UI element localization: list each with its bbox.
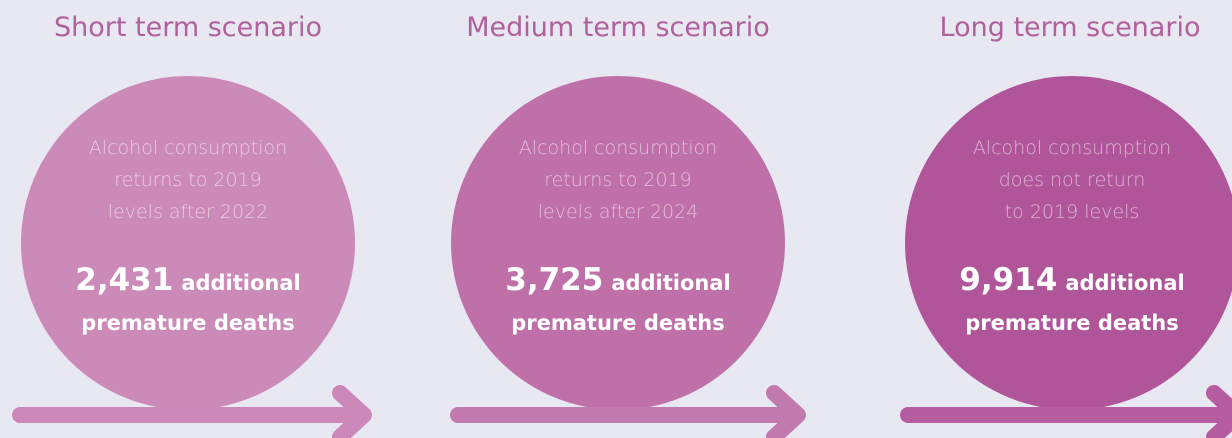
arrow bbox=[900, 385, 1232, 438]
arrows bbox=[12, 385, 1232, 438]
deaths-label: additional bbox=[181, 271, 300, 295]
scenario-description: returns to 2019 bbox=[114, 169, 262, 191]
deaths-label: premature deaths bbox=[81, 311, 295, 335]
scenario-description: to 2019 levels bbox=[1005, 201, 1140, 223]
deaths-label: premature deaths bbox=[965, 311, 1179, 335]
deaths-label: premature deaths bbox=[511, 311, 725, 335]
scenario-circle bbox=[451, 76, 785, 410]
deaths-line: 3,725 additional bbox=[505, 262, 730, 298]
scenario-title: Short term scenario bbox=[54, 12, 322, 43]
scenario-description: Alcohol consumption bbox=[973, 137, 1171, 159]
scenario-description: levels after 2022 bbox=[108, 201, 268, 223]
texts: Short term scenario Alcohol consumption re… bbox=[54, 12, 1201, 335]
scenario-title: Long term scenario bbox=[940, 12, 1201, 43]
arrow bbox=[12, 385, 372, 438]
deaths-number: 9,914 bbox=[959, 262, 1057, 298]
deaths-line: 9,914 additional bbox=[959, 262, 1184, 298]
scenario-circle bbox=[21, 76, 355, 410]
deaths-number: 2,431 bbox=[75, 262, 173, 298]
arrow bbox=[450, 385, 806, 438]
deaths-number: 3,725 bbox=[505, 262, 603, 298]
scenario-description: Alcohol consumption bbox=[519, 137, 717, 159]
scenario-description: Alcohol consumption bbox=[89, 137, 287, 159]
scenario-title: Medium term scenario bbox=[466, 12, 770, 43]
deaths-line: 2,431 additional bbox=[75, 262, 300, 298]
scenario-description: does not return bbox=[999, 169, 1146, 191]
deaths-label: additional bbox=[611, 271, 730, 295]
scenario-description: returns to 2019 bbox=[544, 169, 692, 191]
deaths-label: additional bbox=[1065, 271, 1184, 295]
scenario-circle bbox=[905, 76, 1232, 410]
scenario-description: levels after 2024 bbox=[538, 201, 698, 223]
